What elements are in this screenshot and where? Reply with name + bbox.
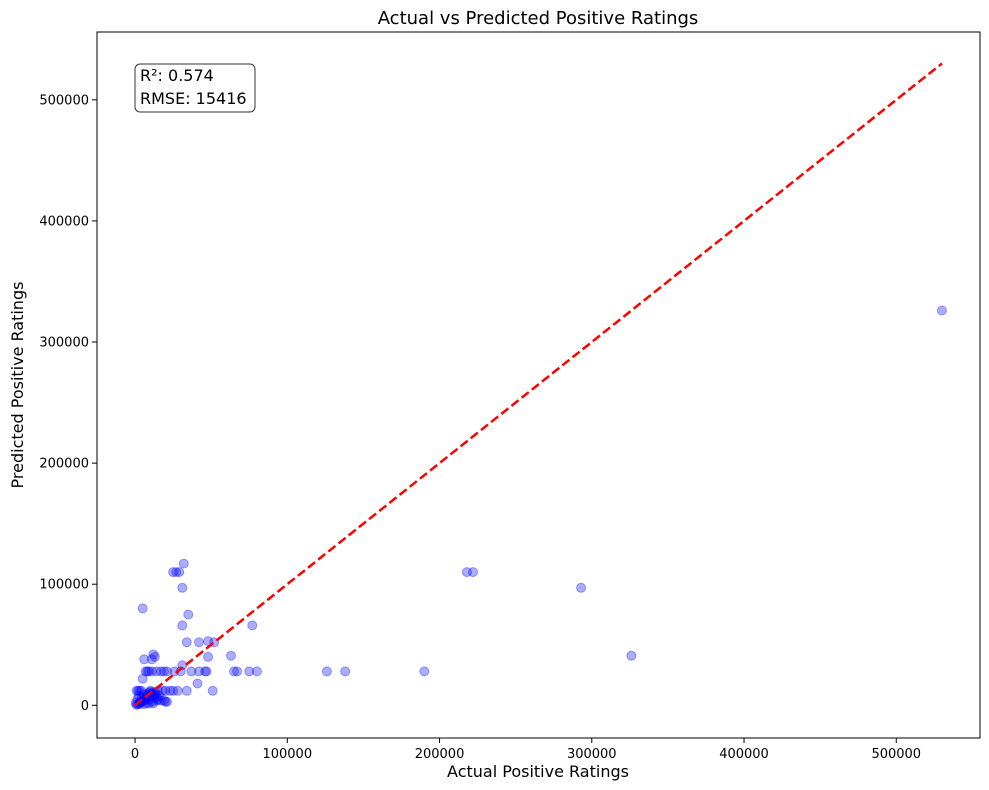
data-point-25 (181, 637, 192, 648)
data-point-38 (165, 685, 176, 696)
x-axis-ticks: 0 100000 200000 300000 400000 500000 (131, 738, 921, 762)
data-point-13 (226, 650, 236, 661)
data-point-7 (321, 666, 332, 677)
data-point-77 (154, 690, 165, 701)
data-point-54 (140, 666, 151, 677)
data-point-74 (149, 693, 160, 703)
y-tick-label: 200000 (39, 457, 89, 472)
data-point-35 (172, 685, 183, 696)
data-point-15 (207, 685, 218, 696)
data-point-41 (160, 696, 171, 707)
x-tick-label: 200000 (415, 747, 465, 762)
data-point-8 (251, 666, 262, 677)
y-tick-label: 400000 (39, 214, 89, 229)
data-point-98 (159, 695, 169, 706)
points-layer (130, 305, 947, 710)
data-point-62 (130, 697, 141, 708)
data-point-12 (229, 666, 239, 677)
data-point-33 (171, 567, 182, 578)
data-point-26 (181, 685, 192, 696)
data-point-3 (468, 567, 478, 578)
data-point-23 (186, 666, 197, 677)
data-point-79 (139, 699, 150, 710)
data-point-57 (137, 603, 148, 614)
chart-title: Actual vs Predicted Positive Ratings (378, 8, 699, 29)
y-tick-label: 500000 (39, 93, 89, 108)
data-point-17 (203, 651, 214, 662)
y-tick-label: 0 (81, 699, 89, 714)
data-point-6 (340, 666, 351, 677)
data-point-42 (159, 666, 169, 677)
rmse-text: RMSE: 15416 (140, 89, 247, 108)
data-point-5 (419, 666, 430, 677)
data-point-44 (155, 666, 166, 677)
data-point-11 (232, 666, 243, 677)
data-point-89 (141, 697, 152, 708)
data-point-24 (183, 609, 194, 620)
reference-line (134, 62, 943, 707)
data-point-43 (157, 685, 168, 696)
data-point-34 (168, 567, 179, 578)
y-axis-label: Predicted Positive Ratings (8, 282, 27, 489)
data-point-81 (148, 698, 159, 709)
data-point-59 (134, 685, 145, 696)
data-point-53 (142, 666, 153, 677)
x-tick-label: 400000 (719, 747, 769, 762)
data-point-4 (461, 567, 472, 578)
y-tick-label: 100000 (39, 578, 89, 593)
data-point-51 (145, 685, 156, 696)
data-point-21 (194, 666, 204, 677)
data-point-22 (192, 678, 203, 689)
r2-text: R²: 0.574 (140, 66, 214, 85)
data-point-28 (177, 582, 188, 593)
data-point-47 (149, 651, 160, 662)
data-point-40 (160, 685, 171, 696)
data-point-27 (178, 558, 189, 569)
data-point-32 (174, 567, 185, 578)
data-point-52 (143, 666, 154, 677)
data-point-95 (151, 691, 162, 702)
data-point-99 (162, 696, 172, 707)
data-point-86 (137, 696, 148, 707)
data-point-55 (139, 654, 150, 665)
plot-frame (96, 31, 981, 739)
x-tick-label: 500000 (871, 747, 921, 762)
data-point-0 (936, 305, 947, 316)
x-tick-label: 300000 (567, 747, 617, 762)
data-point-49 (146, 654, 157, 665)
data-point-37 (168, 685, 179, 696)
data-point-18 (201, 666, 212, 677)
data-point-97 (155, 695, 166, 706)
x-axis-label: Actual Positive Ratings (447, 762, 629, 781)
data-point-64 (133, 690, 144, 701)
data-point-1 (626, 650, 637, 661)
data-point-10 (244, 666, 255, 677)
data-point-19 (200, 666, 211, 677)
data-point-76 (152, 695, 163, 706)
x-tick-label: 0 (131, 747, 139, 762)
y-tick-label: 300000 (39, 336, 89, 351)
data-point-96 (152, 694, 163, 705)
data-point-9 (247, 620, 258, 631)
data-point-39 (162, 666, 172, 677)
data-point-29 (177, 620, 188, 631)
data-point-46 (151, 666, 162, 677)
data-point-73 (147, 696, 158, 707)
data-point-56 (137, 673, 148, 684)
data-point-48 (148, 649, 159, 660)
y-axis-ticks: 0 100000 200000 300000 400000 500000 (39, 93, 97, 714)
data-point-50 (146, 666, 157, 677)
x-tick-label: 100000 (262, 747, 312, 762)
data-point-60 (133, 685, 144, 696)
data-point-61 (131, 685, 142, 696)
data-point-58 (136, 685, 147, 696)
stats-box: R²: 0.574 RMSE: 15416 (134, 63, 256, 113)
data-point-2 (576, 582, 587, 593)
data-point-20 (194, 637, 204, 648)
data-point-80 (143, 698, 154, 709)
data-point-16 (203, 636, 214, 647)
stats-box-frame (134, 63, 256, 113)
